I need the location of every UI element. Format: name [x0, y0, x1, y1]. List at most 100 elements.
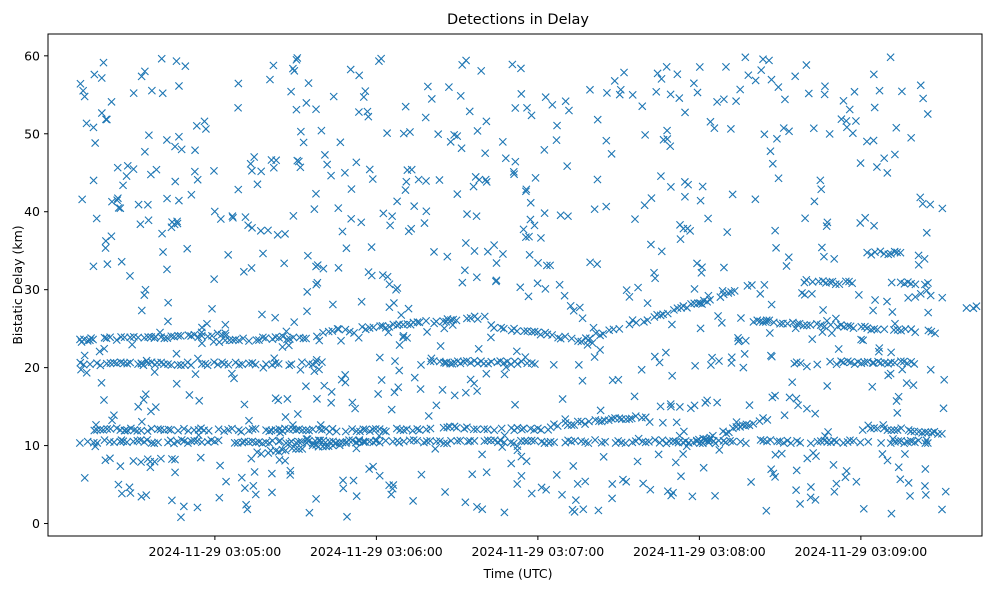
data-point	[641, 438, 650, 447]
data-point	[109, 358, 118, 367]
data-point	[556, 211, 565, 220]
data-point	[435, 437, 444, 446]
data-point	[385, 280, 394, 289]
data-point	[271, 394, 280, 403]
data-point	[652, 87, 661, 96]
data-point	[537, 425, 546, 434]
data-point	[972, 302, 981, 311]
data-point	[785, 127, 794, 136]
data-point	[395, 320, 404, 329]
data-point	[147, 439, 156, 448]
data-point	[779, 124, 788, 133]
data-point	[159, 360, 168, 369]
data-point	[97, 109, 106, 118]
data-point	[341, 439, 350, 448]
data-point	[767, 465, 776, 474]
data-point	[99, 58, 108, 67]
data-point	[289, 211, 298, 220]
data-point	[571, 496, 580, 505]
data-point	[655, 358, 664, 367]
data-point	[519, 225, 528, 234]
data-point	[375, 471, 384, 480]
data-point	[303, 251, 312, 260]
data-point	[919, 94, 928, 103]
data-point	[693, 259, 701, 268]
data-point	[849, 436, 858, 445]
data-point	[926, 365, 935, 374]
data-point	[759, 414, 768, 423]
data-point	[607, 149, 616, 158]
data-point	[548, 331, 557, 339]
data-point	[227, 369, 236, 378]
data-point	[796, 499, 805, 508]
data-point	[241, 213, 250, 222]
y-tick-label: 30	[24, 282, 40, 297]
y-tick-label: 50	[24, 126, 40, 141]
y-tick-label: 40	[24, 204, 40, 219]
data-point	[550, 438, 559, 447]
x-axis-ticks: 2024-11-29 03:05:00 2024-11-29 03:06:00 20…	[148, 536, 927, 559]
data-point	[250, 153, 259, 161]
data-point	[106, 333, 115, 342]
data-point	[858, 426, 867, 435]
data-point	[916, 81, 925, 90]
data-point	[336, 138, 345, 147]
data-point	[292, 426, 301, 435]
data-point	[91, 442, 100, 451]
data-point	[117, 489, 126, 498]
data-point	[610, 76, 619, 85]
data-point	[157, 54, 166, 63]
data-point	[472, 502, 481, 511]
data-point	[615, 90, 624, 99]
data-point	[102, 115, 111, 124]
data-point	[771, 226, 780, 235]
data-point	[369, 323, 378, 332]
data-point	[159, 248, 168, 256]
data-point	[228, 336, 237, 345]
data-point	[137, 72, 146, 81]
data-point	[819, 306, 828, 314]
data-point	[461, 498, 470, 507]
data-point	[266, 446, 275, 455]
data-point	[117, 333, 126, 341]
data-point	[938, 204, 947, 213]
data-point	[522, 185, 531, 194]
data-point	[452, 316, 461, 325]
data-point	[395, 366, 404, 375]
data-point	[196, 453, 205, 462]
data-point	[315, 365, 324, 374]
data-point	[608, 376, 617, 385]
data-point	[395, 341, 404, 350]
data-point	[874, 357, 883, 366]
data-point	[287, 437, 296, 446]
data-point	[146, 407, 155, 416]
data-point	[554, 333, 563, 342]
data-point	[546, 261, 555, 270]
data-point	[513, 423, 522, 432]
data-point	[722, 429, 731, 438]
data-point	[230, 438, 239, 447]
data-point	[426, 357, 435, 366]
chart-title: Detections in Delay	[447, 12, 589, 28]
data-point	[79, 360, 88, 369]
data-point	[107, 197, 116, 206]
data-point	[825, 278, 834, 287]
data-point	[884, 250, 893, 259]
data-point	[887, 426, 896, 435]
data-point	[911, 328, 920, 337]
data-point	[436, 341, 445, 350]
data-point	[414, 175, 423, 184]
data-point	[114, 203, 123, 212]
data-point	[498, 443, 507, 452]
data-point	[483, 436, 492, 445]
data-point	[581, 477, 590, 486]
data-point	[274, 447, 283, 456]
data-point	[240, 484, 249, 493]
data-point	[393, 197, 402, 206]
data-point	[883, 426, 892, 435]
data-point	[234, 185, 243, 194]
data-point	[404, 304, 413, 313]
data-point	[91, 139, 100, 148]
data-point	[439, 423, 448, 432]
